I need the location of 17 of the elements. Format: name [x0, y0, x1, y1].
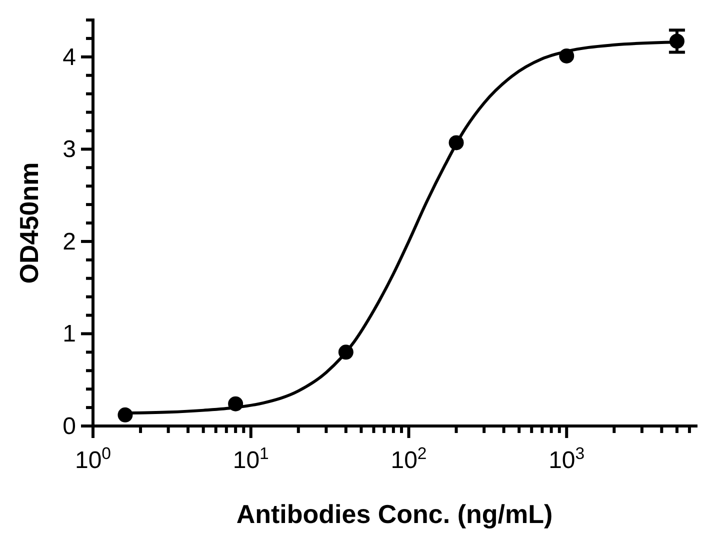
y-tick-label: 3 — [62, 136, 76, 164]
x-tick-label: 10$^{3}$ — [548, 444, 585, 474]
point — [448, 135, 464, 150]
x-tick-label: 10$^{1}$ — [232, 444, 269, 474]
point — [118, 407, 133, 422]
y-tick-label: 1 — [62, 320, 76, 348]
x-axis-title: Antibodies Conc. (ng/mL) — [236, 499, 553, 529]
y-axis-title: OD450nm — [14, 162, 44, 284]
y-tick-label: 2 — [62, 228, 76, 256]
x-tick-label: 10$^{2}$ — [390, 444, 427, 474]
x-tick-label: 10$^{0}$ — [74, 444, 112, 474]
y-tick-label: 0 — [62, 413, 76, 440]
point — [338, 344, 354, 360]
point — [669, 34, 684, 49]
point — [228, 396, 244, 412]
y-tick-label: 4 — [62, 44, 76, 71]
point — [559, 48, 574, 64]
